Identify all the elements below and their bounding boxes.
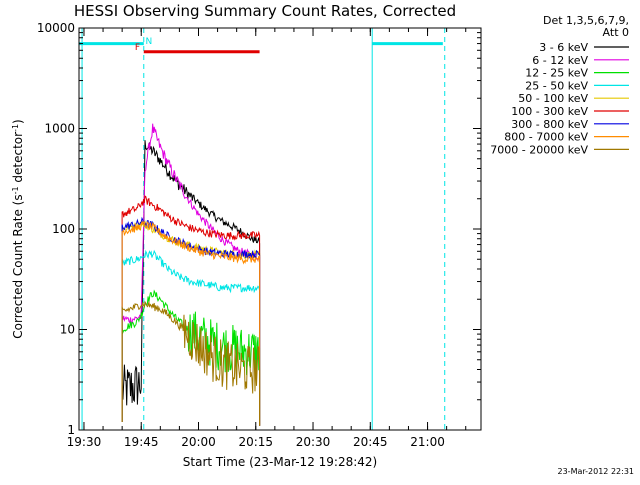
series-line-1 [121,123,261,426]
legend-label-0: 3 - 6 keV [539,41,588,54]
chart-title: HESSI Observing Summary Count Rates, Cor… [74,2,456,20]
x-tick-label-2: 20:00 [181,435,216,449]
y-tick-label-2: 100 [52,222,75,236]
legend-label-3: 25 - 50 keV [525,79,588,92]
x-tick-label-1: 19:45 [124,435,159,449]
y-tick-label-0: 1 [67,423,75,437]
x-tick-label-3: 20:15 [238,435,273,449]
y-axis-label-part1: Corrected Count Rate (s [11,194,25,338]
flag-label-N: N [145,37,152,47]
legend-label-8: 7000 - 20000 keV [490,143,588,156]
legend-label-7: 800 - 7000 keV [504,131,588,144]
y-axis-label-sup1: -1 [11,186,20,194]
y-axis-label-part2: detector [11,132,25,187]
y-tick-label-1: 10 [60,323,75,337]
legend-label-6: 300 - 800 keV [511,118,588,131]
x-tick-label-0: 19:30 [67,435,102,449]
series-line-8 [121,300,261,426]
series-line-7 [121,220,261,426]
x-tick-label-4: 20:30 [296,435,331,449]
x-tick-label-5: 20:45 [353,435,388,449]
y-tick-label-4: 10000 [37,21,75,35]
y-tick-label-3: 1000 [44,122,75,136]
y-axis-label-part3: ) [11,119,25,124]
legend-label-4: 50 - 100 keV [518,92,588,105]
legend-label-2: 12 - 25 keV [525,67,588,80]
plot-area: NF [79,28,446,430]
axis-ticks: 19:30 19:45 20:00 20:15 20:30 20:45 21:00 1 10 10… [37,21,481,449]
legend-header-line2: Att 0 [603,26,629,39]
y-axis-label: Corrected Count Rate (s-1 detector-1) [11,119,26,338]
generation-timestamp: 23-Mar-2012 22:31 [558,467,635,476]
series-line-5 [121,195,261,426]
flag-label-F: F [135,43,140,53]
legend-header-line1: Det 1,3,5,6,7,9, [543,14,629,27]
series-line-3 [121,249,261,426]
x-tick-label-6: 21:00 [410,435,445,449]
y-axis-label-sup2: -1 [11,124,20,132]
legend-label-1: 6 - 12 keV [532,54,588,67]
legend-label-5: 100 - 300 keV [511,105,588,118]
x-axis-label: Start Time (23-Mar-12 19:28:42) [183,455,377,469]
